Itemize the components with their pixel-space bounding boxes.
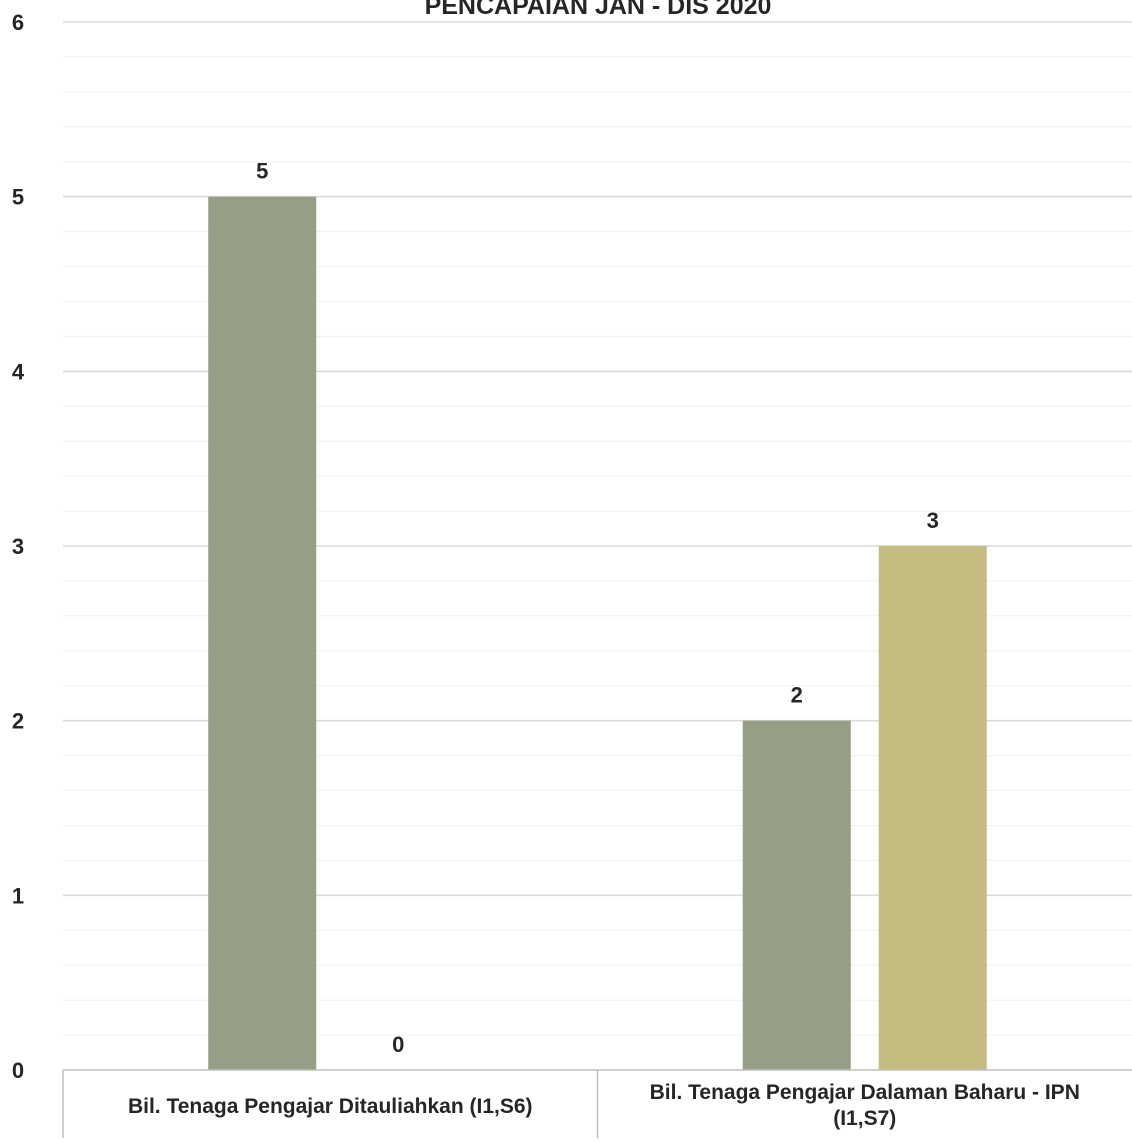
data-labels: 5 0 2 3 (256, 159, 939, 1057)
y-tick-label: 5 (12, 185, 24, 210)
category-label: Bil. Tenaga Pengajar Ditauliahkan (I1,S6… (128, 1095, 533, 1118)
y-tick-label: 6 (12, 10, 24, 35)
chart-title: PENCAPAIAN JAN - DIS 2020 (425, 0, 772, 20)
bar (878, 546, 987, 1070)
bar (742, 720, 851, 1070)
bar-series (208, 196, 987, 1070)
category-label: Bil. Tenaga Pengajar Dalaman Baharu - IP… (650, 1081, 1080, 1104)
y-tick-label: 0 (12, 1058, 24, 1083)
y-tick-label: 2 (12, 709, 24, 734)
data-label: 5 (256, 159, 268, 184)
category-label: (I1,S7) (833, 1107, 896, 1130)
data-label: 3 (927, 508, 939, 533)
data-label: 0 (392, 1032, 404, 1057)
y-tick-label: 1 (12, 883, 24, 908)
data-label: 2 (791, 683, 803, 708)
y-axis-tick-labels: 0 1 2 3 4 5 6 (12, 10, 25, 1083)
y-tick-label: 4 (12, 359, 25, 384)
y-tick-label: 3 (12, 534, 24, 559)
bar (208, 196, 317, 1070)
category-axis-table: Bil. Tenaga Pengajar Ditauliahkan (I1,S6… (62, 1069, 1132, 1138)
